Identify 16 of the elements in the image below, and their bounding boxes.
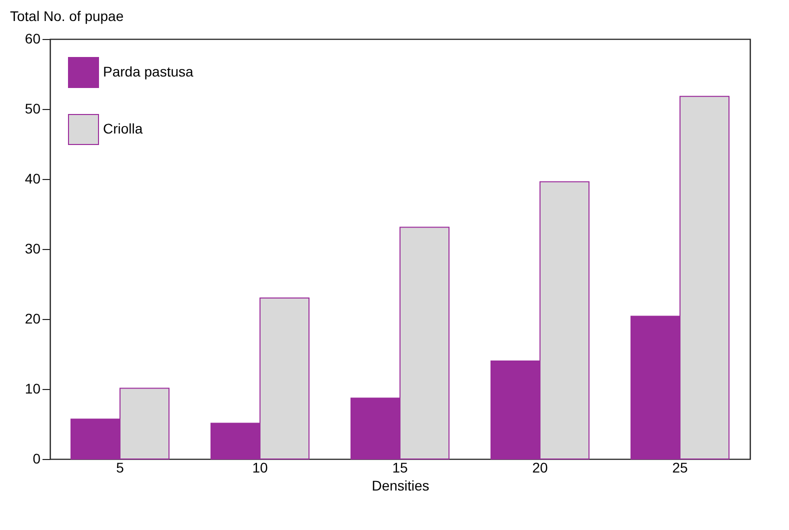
- y-axis-title: Total No. of pupae: [10, 8, 124, 24]
- x-tick-label: 10: [252, 460, 268, 476]
- y-tick-label: 40: [24, 170, 41, 186]
- y-tick-label: 0: [32, 450, 41, 466]
- x-tick-label: 20: [532, 460, 548, 476]
- legend-label: Parda pastusa: [103, 64, 194, 80]
- x-tick-label: 15: [392, 460, 408, 476]
- y-tick-label: 50: [24, 100, 41, 116]
- y-tick-label: 30: [24, 240, 41, 256]
- y-tick-label: 10: [24, 380, 41, 396]
- x-tick-label: 25: [672, 460, 688, 476]
- y-tick-label: 20: [24, 310, 41, 326]
- y-tick-label: 60: [24, 30, 41, 46]
- x-tick-label: 5: [116, 460, 124, 476]
- legend-label: Criolla: [103, 120, 143, 136]
- x-axis-title: Densities: [372, 478, 430, 494]
